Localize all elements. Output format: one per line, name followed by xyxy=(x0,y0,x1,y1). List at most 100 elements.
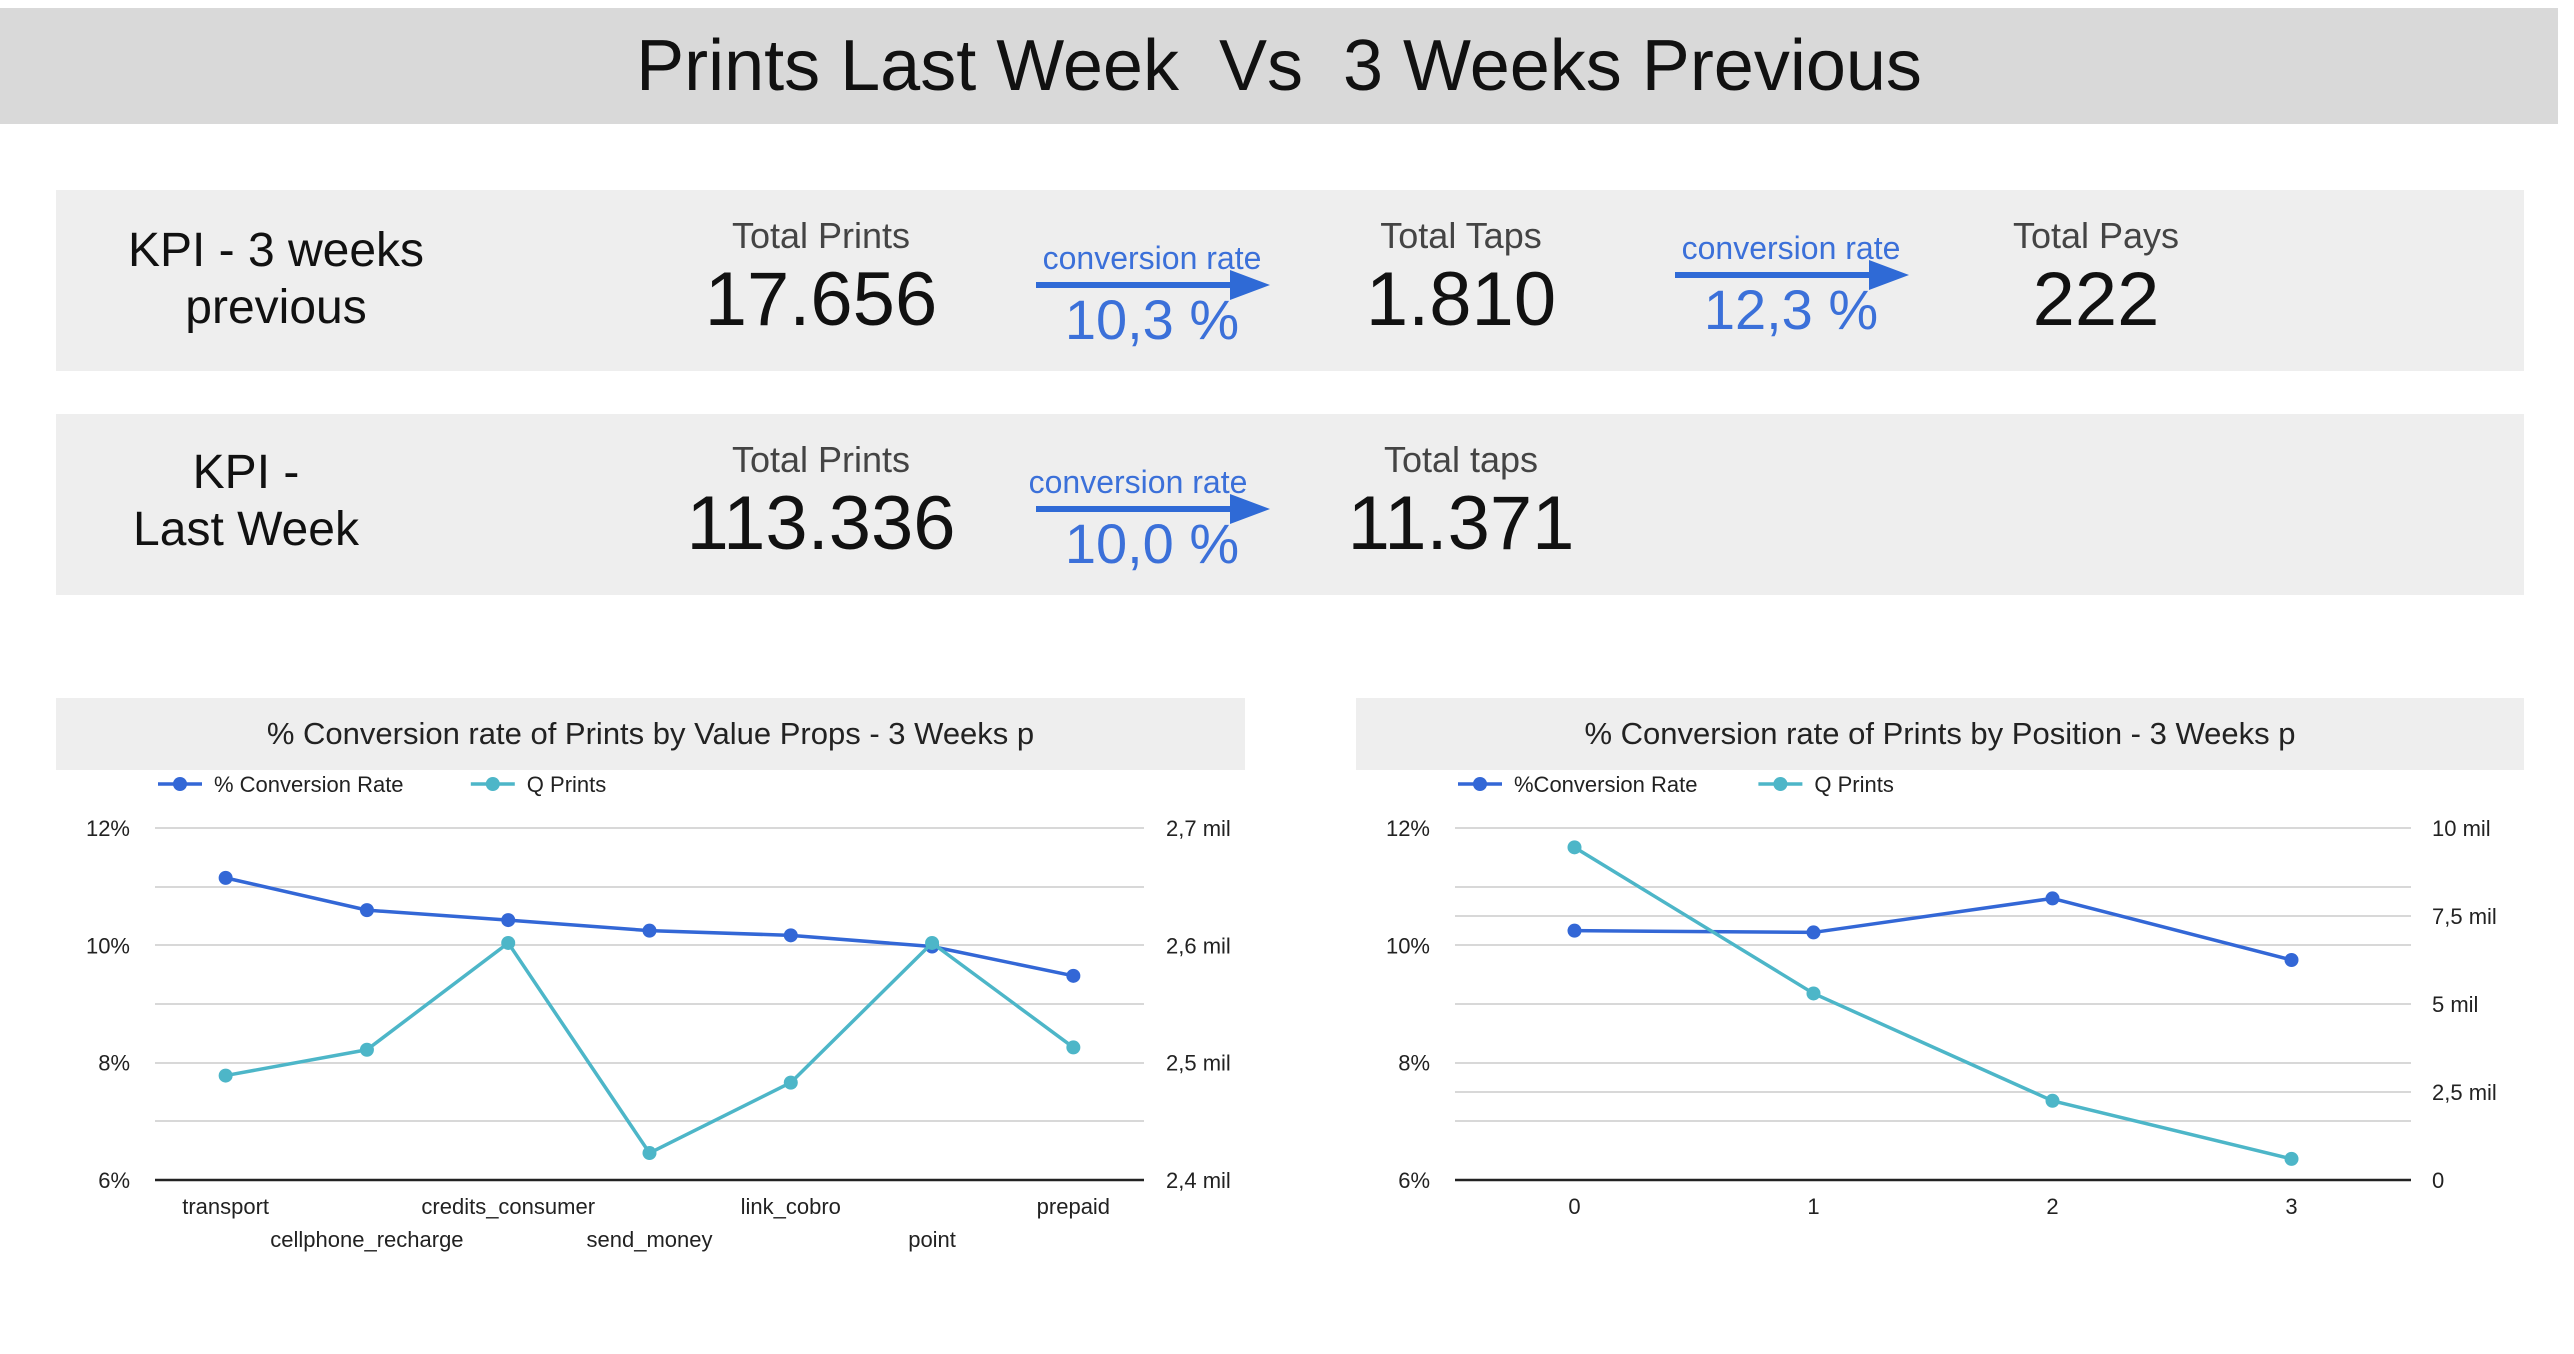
y-left-tick-label: 6% xyxy=(1398,1168,1430,1193)
legend-item: Q Prints xyxy=(470,772,606,797)
data-point xyxy=(2045,1093,2060,1108)
legend-marker xyxy=(485,777,500,791)
x-tick-label: 1 xyxy=(1807,1194,1819,1219)
kpi-last-week-heading: KPI - Last Week xyxy=(133,446,359,556)
legend-item: % Conversion Rate xyxy=(158,772,404,797)
plot-area: 6% 8% 10% 12% 0 2,5 mil 5 mil 7,5 mil 10 mil 0 1 2 3 xyxy=(1386,816,2497,1219)
chart-title: % Conversion rate of Prints by Position … xyxy=(1584,716,2296,751)
legend-marker xyxy=(1773,777,1788,791)
y-left-tick-label: 12% xyxy=(1386,816,1430,841)
data-point xyxy=(642,1146,657,1161)
x-tick-label: point xyxy=(908,1227,956,1252)
data-point xyxy=(1066,1040,1081,1055)
x-tick-label: 2 xyxy=(2046,1194,2058,1219)
metric-label: Total Prints xyxy=(731,215,911,256)
plot-area: 6% 8% 10% 12% 2,4 mil 2,5 mil 2,6 mil 2,7 mil tr… xyxy=(86,816,1231,1252)
x-tick-label: credits_consumer xyxy=(421,1194,595,1219)
conversion-rate-taps-to-pays-previous: conversion rate 12,3 % xyxy=(1671,228,1911,348)
data-point xyxy=(501,935,516,950)
y-left-tick-label: 8% xyxy=(1398,1051,1430,1076)
legend-label: %Conversion Rate xyxy=(1514,772,1697,797)
metric-total-prints-previous: Total Prints 17.656 xyxy=(656,214,986,342)
data-point xyxy=(1567,923,1582,938)
data-point xyxy=(2045,891,2060,906)
data-point xyxy=(218,870,233,885)
chart-position: % Conversion rate of Prints by Position … xyxy=(1356,698,2524,1318)
legend-marker xyxy=(173,777,187,791)
x-tick-label: transport xyxy=(182,1194,269,1219)
chart-position-svg: 6% 8% 10% 12% 0 2,5 mil 5 mil 7,5 mil 10 mil 0 1 2 3… xyxy=(1386,772,2497,1219)
x-tick-label: cellphone_recharge xyxy=(270,1227,463,1252)
chart-title-bar: % Conversion rate of Prints by Position … xyxy=(1356,698,2524,770)
arrow-head-icon xyxy=(1230,494,1270,524)
arrow-right-icon xyxy=(1036,282,1236,288)
y-right-tick-label: 2,7 mil xyxy=(1166,816,1231,841)
arrow-head-icon xyxy=(1230,270,1270,300)
data-point xyxy=(642,923,657,938)
x-tick-label: link_cobro xyxy=(741,1194,841,1219)
y-left-tick-label: 10% xyxy=(86,933,130,958)
data-point xyxy=(1066,968,1081,983)
dashboard-title-bar: Prints Last Week Vs 3 Weeks Previous xyxy=(0,8,2558,124)
legend-item: Q Prints xyxy=(1758,772,1894,797)
y-left-tick-label: 12% xyxy=(86,816,130,841)
data-point xyxy=(1806,986,1821,1001)
y-right-tick-label: 5 mil xyxy=(2432,992,2478,1017)
metric-total-prints-last-week: Total Prints 113.336 xyxy=(636,438,1006,566)
metric-total-taps-previous: Total Taps 1.810 xyxy=(1311,214,1611,342)
conversion-label: conversion rate xyxy=(1028,464,1248,500)
conversion-label: conversion rate xyxy=(1681,230,1901,266)
kpi-band-last-week: KPI - Last Week Total Prints 113.336 con… xyxy=(56,414,2524,595)
metric-label: Total Prints xyxy=(731,439,911,480)
data-point xyxy=(783,1075,798,1090)
y-left-tick-label: 8% xyxy=(98,1051,130,1076)
metric-total-pays-previous: Total Pays 222 xyxy=(1956,214,2236,342)
conversion-value: 12,3 % xyxy=(1703,278,1879,341)
x-tick-label: 3 xyxy=(2285,1194,2297,1219)
data-point xyxy=(2284,1151,2299,1166)
y-right-tick-label: 2,5 mil xyxy=(2432,1080,2497,1105)
arrow-right-icon xyxy=(1675,272,1875,278)
data-point xyxy=(783,928,798,943)
chart-title: % Conversion rate of Prints by Value Pro… xyxy=(266,716,1035,751)
metric-label: Total Taps xyxy=(1380,215,1542,256)
chart-title-bar: % Conversion rate of Prints by Value Pro… xyxy=(56,698,1245,770)
x-tick-label: send_money xyxy=(587,1227,713,1252)
data-point xyxy=(925,935,940,950)
conversion-value: 10,3 % xyxy=(1064,288,1240,351)
data-point xyxy=(359,903,374,918)
series-line xyxy=(1573,845,2292,1161)
y-right-tick-label: 2,5 mil xyxy=(1166,1051,1231,1076)
arrow-head-icon xyxy=(1869,260,1909,290)
legend-item: %Conversion Rate xyxy=(1458,772,1697,797)
y-right-tick-label: 10 mil xyxy=(2432,816,2491,841)
data-point xyxy=(359,1042,374,1057)
y-left-tick-label: 10% xyxy=(1386,933,1430,958)
data-point xyxy=(501,913,516,928)
metric-label: Total Pays xyxy=(2012,215,2180,256)
kpi-band-previous: KPI - 3 weeks previous Total Prints 17.6… xyxy=(56,190,2524,371)
y-left-tick-label: 6% xyxy=(98,1168,130,1193)
metric-label: Total taps xyxy=(1383,439,1539,480)
chart-value-props: % Conversion rate of Prints by Value Pro… xyxy=(56,698,1245,1318)
metric-value: 17.656 xyxy=(704,257,938,342)
metric-total-taps-last-week: Total taps 11.371 xyxy=(1296,438,1626,566)
metric-value: 11.371 xyxy=(1347,481,1575,566)
y-right-tick-label: 2,6 mil xyxy=(1166,933,1231,958)
data-point xyxy=(2284,953,2299,967)
y-right-tick-label: 7,5 mil xyxy=(2432,904,2497,929)
legend-label: % Conversion Rate xyxy=(214,772,404,797)
conversion-rate-last-week: conversion rate 10,0 % xyxy=(1018,462,1270,582)
legend-marker xyxy=(1473,777,1487,791)
kpi-previous-heading: KPI - 3 weeks previous xyxy=(127,224,425,334)
metric-value: 1.810 xyxy=(1365,257,1557,342)
conversion-value: 10,0 % xyxy=(1064,512,1240,575)
data-point xyxy=(1806,925,1821,940)
x-tick-label: 0 xyxy=(1568,1194,1580,1219)
data-point xyxy=(218,1068,233,1083)
chart-value-props-svg: 6% 8% 10% 12% 2,4 mil 2,5 mil 2,6 mil 2,7 mil tr… xyxy=(86,772,1231,1252)
conversion-rate-prints-to-taps-previous: conversion rate 10,3 % xyxy=(1032,238,1272,358)
y-right-tick-label: 0 xyxy=(2432,1168,2444,1193)
y-right-tick-label: 2,4 mil xyxy=(1166,1168,1231,1193)
data-point xyxy=(1567,840,1582,855)
